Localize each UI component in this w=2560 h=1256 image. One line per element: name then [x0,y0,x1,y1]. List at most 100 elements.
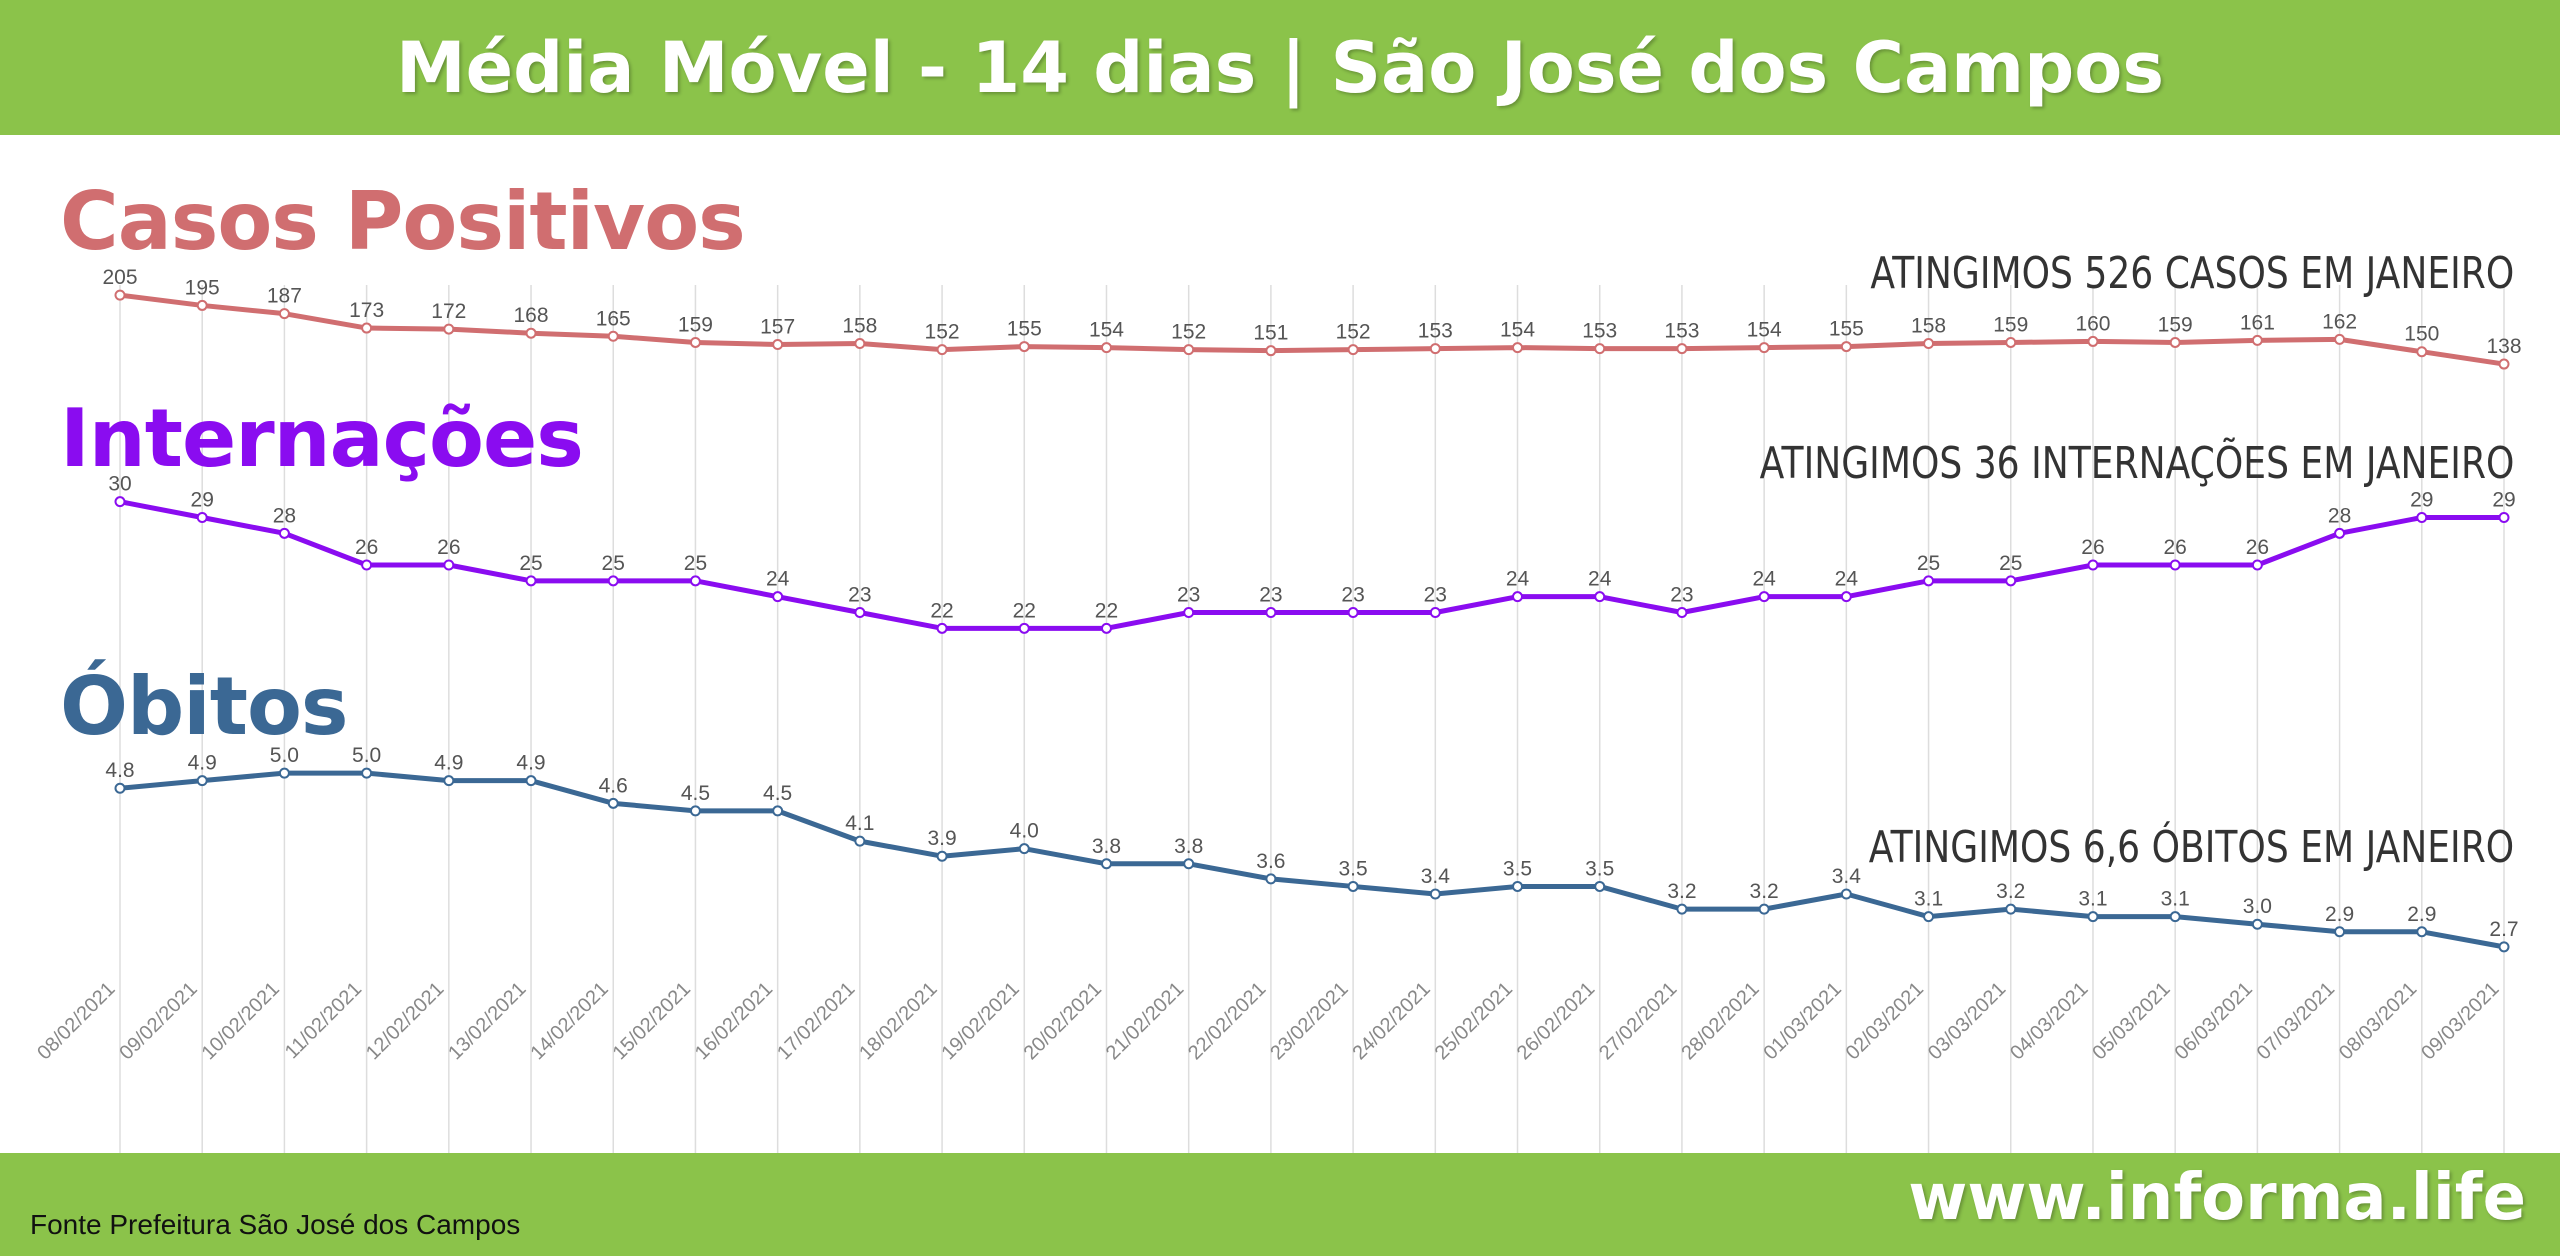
data-point-internacoes [607,575,619,587]
data-point-casos [1183,344,1195,356]
data-point-internacoes [1429,607,1441,618]
data-point-casos [607,330,619,342]
data-label-obitos: 3.1 [1914,888,1943,911]
data-label-casos: 159 [1993,313,2028,336]
x-tick-label: 05/03/2021 [2088,978,2174,1064]
data-label-casos: 153 [1418,320,1453,343]
data-point-obitos [1100,858,1112,870]
data-label-obitos: 3.5 [1339,857,1368,880]
data-point-casos [1512,342,1524,354]
data-label-internacoes: 25 [602,552,625,575]
data-label-casos: 168 [514,304,549,327]
data-point-obitos [114,782,126,794]
data-label-internacoes: 22 [930,599,953,622]
data-point-obitos [1347,880,1359,892]
series-line-casos [119,292,2505,367]
data-point-internacoes [1594,591,1606,603]
data-label-obitos: 3.4 [1832,865,1862,888]
series-layer: 205 195 187 173 172 168 165 159 157 158 152 155 154 1… [102,266,2522,953]
data-point-obitos [361,767,373,779]
data-label-obitos: 2.7 [2489,918,2518,941]
data-label-casos: 154 [1089,319,1124,342]
data-label-casos: 153 [1582,320,1617,343]
data-label-casos: 138 [2486,335,2521,358]
x-tick-label: 24/02/2021 [1349,978,1435,1064]
data-point-casos [2251,334,2263,346]
x-tick-label: 26/02/2021 [1513,978,1599,1064]
data-point-internacoes [854,607,866,618]
data-label-internacoes: 25 [684,552,707,575]
data-point-casos [1758,342,1770,354]
x-tick-label: 11/02/2021 [281,978,366,1063]
data-label-obitos: 3.1 [2161,888,2190,911]
data-label-casos: 159 [2158,313,2193,336]
x-axis-labels: 08/02/202109/02/202110/02/202111/02/2021… [33,978,2503,1064]
data-point-casos [278,308,290,320]
x-tick-label: 02/03/2021 [1842,978,1928,1064]
data-label-casos: 157 [760,316,795,339]
data-label-casos: 154 [1747,319,1782,342]
data-point-casos [114,289,126,301]
data-point-casos [2416,346,2428,358]
data-point-obitos [854,835,866,847]
data-label-obitos: 3.5 [1585,857,1614,880]
footer-site-link[interactable]: www.informa.life [1908,1161,2526,1235]
data-point-obitos [2416,926,2428,938]
data-label-obitos: 3.1 [2078,888,2107,911]
data-label-internacoes: 28 [2328,504,2351,527]
data-label-casos: 158 [1911,314,1946,337]
data-label-casos: 162 [2322,310,2357,333]
data-point-obitos [2334,926,2346,938]
data-label-internacoes: 22 [1095,599,1118,622]
data-label-internacoes: 26 [2081,536,2104,559]
data-label-obitos: 3.9 [927,827,956,850]
x-tick-label: 09/02/2021 [115,978,201,1064]
x-tick-label: 16/02/2021 [691,978,777,1064]
data-label-casos: 158 [842,314,877,337]
x-tick-label: 07/03/2021 [2253,978,2339,1064]
grid-layer [119,285,2505,1153]
data-point-internacoes [1347,607,1359,618]
data-point-obitos [2251,918,2263,930]
data-label-obitos: 3.0 [2243,895,2272,918]
data-point-internacoes [772,591,784,603]
data-label-internacoes: 23 [1259,584,1282,607]
data-point-obitos [2169,911,2181,923]
data-point-internacoes [1676,607,1688,618]
data-point-casos [1018,341,1030,353]
data-point-obitos [525,775,537,787]
x-tick-label: 13/02/2021 [444,978,530,1064]
x-tick-label: 21/02/2021 [1102,978,1188,1064]
data-point-obitos [607,797,619,809]
x-tick-label: 08/02/2021 [33,978,119,1064]
data-label-internacoes: 23 [1670,584,1693,607]
data-point-obitos [1265,873,1277,885]
data-label-obitos: 3.5 [1503,857,1532,880]
data-label-internacoes: 26 [437,536,460,559]
casos-note: ATINGIMOS 526 CASOS EM JANEIRO [1870,248,2514,299]
data-point-internacoes [1018,622,1030,634]
data-label-internacoes: 26 [355,536,378,559]
data-label-obitos: 4.1 [845,812,874,835]
data-label-casos: 173 [349,299,384,322]
data-label-internacoes: 29 [2492,489,2515,512]
data-label-casos: 150 [2404,323,2439,346]
data-point-obitos [2087,911,2099,923]
data-point-internacoes [525,575,537,587]
x-tick-label: 01/03/2021 [1760,978,1846,1064]
series-line-internacoes [119,499,2504,631]
x-tick-label: 20/02/2021 [1020,978,1106,1064]
data-label-obitos: 3.2 [1996,880,2025,903]
data-point-obitos [1018,843,1030,855]
obitos-note: ATINGIMOS 6,6 ÓBITOS EM JANEIRO [1868,822,2514,873]
data-point-internacoes [278,527,290,539]
x-tick-label: 09/03/2021 [2417,978,2503,1064]
data-label-obitos: 4.5 [763,782,792,805]
internacoes-title: Internações [60,392,584,485]
data-label-internacoes: 28 [273,504,296,527]
data-point-internacoes [1512,591,1524,603]
footer-source: Fonte Prefeitura São José dos Campos [30,1209,521,1240]
data-label-internacoes: 25 [519,552,542,575]
data-point-obitos [772,805,784,817]
